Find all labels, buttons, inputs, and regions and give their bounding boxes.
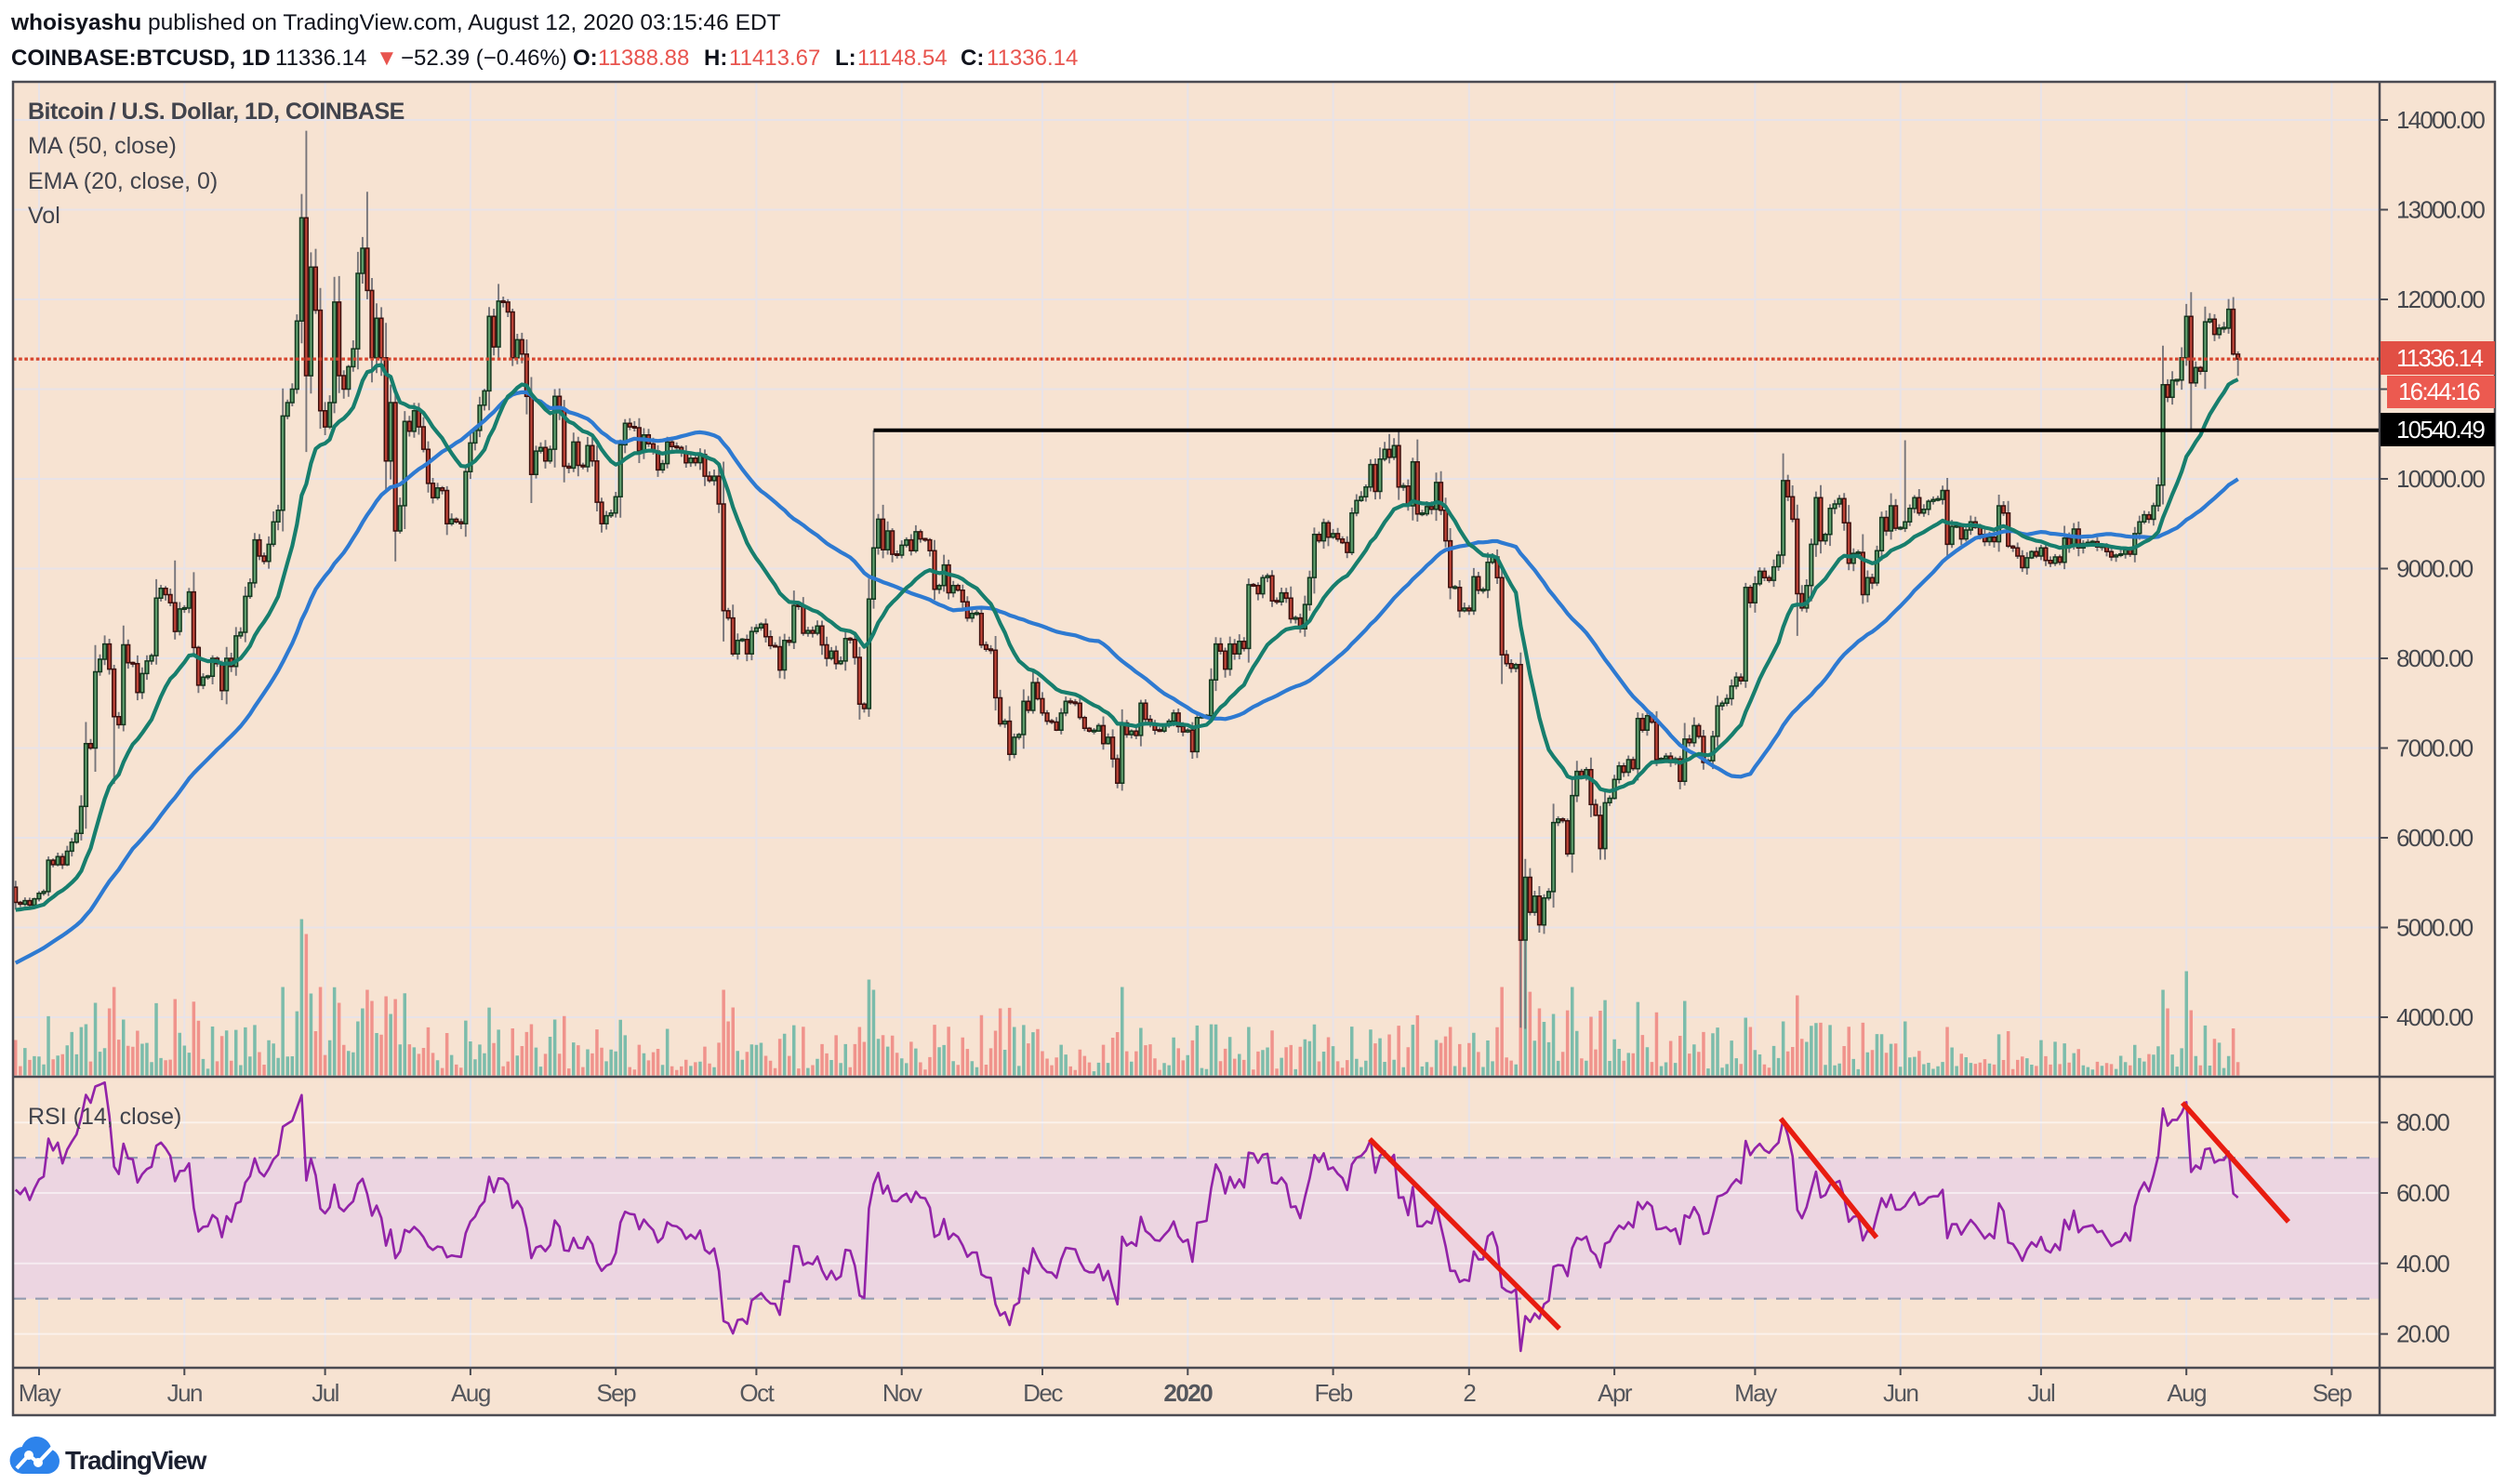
svg-text:20.00: 20.00 <box>2396 1320 2449 1348</box>
svg-text:5000.00: 5000.00 <box>2396 914 2474 942</box>
svg-text:8000.00: 8000.00 <box>2396 644 2474 672</box>
svg-text:6000.00: 6000.00 <box>2396 824 2474 852</box>
svg-text:Sep: Sep <box>2313 1379 2353 1407</box>
svg-text:10000.00: 10000.00 <box>2396 465 2485 493</box>
svg-text:RSI (14, close): RSI (14, close) <box>28 1104 181 1130</box>
svg-text:whoisyashu published on Tradin: whoisyashu published on TradingView.com,… <box>10 10 781 35</box>
svg-text:40.00: 40.00 <box>2396 1250 2449 1278</box>
svg-text:9000.00: 9000.00 <box>2396 555 2474 583</box>
svg-text:Oct: Oct <box>739 1379 775 1407</box>
svg-text:80.00: 80.00 <box>2396 1108 2449 1136</box>
svg-text:11336.14: 11336.14 <box>2396 344 2483 372</box>
svg-text:10540.49: 10540.49 <box>2396 416 2485 444</box>
svg-text:Jun: Jun <box>167 1379 202 1407</box>
svg-text:4000.00: 4000.00 <box>2396 1003 2474 1031</box>
svg-text:Jul: Jul <box>312 1379 338 1407</box>
svg-text:TradingView: TradingView <box>65 1446 207 1475</box>
svg-text:Dec: Dec <box>1023 1379 1063 1407</box>
svg-text:12000.00: 12000.00 <box>2396 285 2485 313</box>
svg-text:Vol: Vol <box>28 203 60 229</box>
svg-text:Aug: Aug <box>451 1379 490 1407</box>
svg-text:16:44:16: 16:44:16 <box>2398 378 2480 405</box>
svg-text:Aug: Aug <box>2167 1379 2206 1407</box>
svg-text:May: May <box>19 1379 61 1407</box>
svg-text:Sep: Sep <box>596 1379 636 1407</box>
svg-text:EMA (20, close, 0): EMA (20, close, 0) <box>28 168 218 194</box>
svg-text:Nov: Nov <box>882 1379 922 1407</box>
svg-text:Jul: Jul <box>2028 1379 2055 1407</box>
svg-text:2020: 2020 <box>1163 1379 1213 1407</box>
svg-text:2: 2 <box>1463 1379 1476 1407</box>
svg-text:Bitcoin / U.S. Dollar, 1D, COI: Bitcoin / U.S. Dollar, 1D, COINBASE <box>28 99 405 125</box>
svg-text:Jun: Jun <box>1883 1379 1917 1407</box>
svg-text:Apr: Apr <box>1598 1379 1633 1407</box>
svg-text:May: May <box>1734 1379 1777 1407</box>
svg-text:13000.00: 13000.00 <box>2396 196 2485 224</box>
svg-text:MA (50, close): MA (50, close) <box>28 133 177 159</box>
svg-text:7000.00: 7000.00 <box>2396 735 2474 762</box>
svg-text:14000.00: 14000.00 <box>2396 106 2485 134</box>
svg-text:Feb: Feb <box>1314 1379 1352 1407</box>
svg-text:60.00: 60.00 <box>2396 1179 2449 1207</box>
